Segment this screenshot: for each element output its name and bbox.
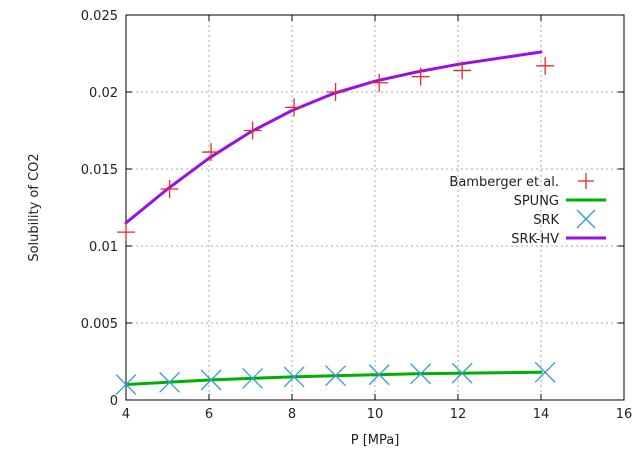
x-tick-label: 6 xyxy=(205,407,213,422)
series-line-spung xyxy=(124,370,543,387)
y-tick-label: 0 xyxy=(110,394,118,409)
legend-label: Bamberger et al. xyxy=(449,175,559,190)
series-srk-hv xyxy=(124,50,543,225)
y-tick-label: 0.005 xyxy=(81,317,118,332)
x-tick-label: 10 xyxy=(367,407,384,422)
x-tick-label: 4 xyxy=(122,407,130,422)
data-point-srk xyxy=(451,362,473,384)
legend-label: SPUNG xyxy=(514,194,559,209)
data-point-srk xyxy=(368,364,390,386)
legend-entry-srk: SRK xyxy=(533,209,596,229)
y-tick-label: 0.02 xyxy=(89,86,118,101)
data-point-bamberger-et-al xyxy=(326,83,345,101)
series-bamberger-et-al xyxy=(117,56,555,242)
legend: Bamberger et al. SPUNG SRK SRK-HV xyxy=(449,173,606,247)
data-point-bamberger-et-al xyxy=(411,67,430,86)
grid xyxy=(126,15,624,400)
data-point-srk xyxy=(242,367,264,389)
y-tick-label: 0.015 xyxy=(81,163,118,178)
data-point-srk xyxy=(159,371,181,393)
series-line-srk-hv xyxy=(124,50,543,225)
data-point-bamberger-et-al xyxy=(243,121,262,140)
axis-ticks: 4 6 8 10 12 14 16 0 0.005 0.01 0.015 0.02 0.025 xyxy=(81,9,632,422)
y-tick-label: 0.025 xyxy=(81,9,118,24)
legend-entry-spung: SPUNG xyxy=(514,194,606,209)
data-point-bamberger-et-al xyxy=(160,180,179,199)
legend-entry-bamberger-et-al: Bamberger et al. xyxy=(449,173,594,190)
data-point-bamberger-et-al xyxy=(285,98,304,117)
series-spung xyxy=(124,370,543,387)
data-point-srk xyxy=(115,374,137,396)
series xyxy=(115,50,556,396)
x-tick-label: 12 xyxy=(450,407,467,422)
data-point-srk xyxy=(200,369,222,391)
x-tick-label: 16 xyxy=(616,407,633,422)
data-point-srk xyxy=(283,366,305,388)
legend-label: SRK xyxy=(533,213,559,228)
y-tick-label: 0.01 xyxy=(89,240,118,255)
data-point-bamberger-et-al xyxy=(202,143,221,162)
data-point-bamberger-et-al xyxy=(117,223,135,242)
legend-label: SRK-HV xyxy=(511,232,559,247)
y-axis-label: Solubility of CO2 xyxy=(27,153,42,261)
data-point-srk xyxy=(325,365,347,387)
data-point-srk xyxy=(534,361,556,383)
legend-swatch xyxy=(578,173,594,189)
data-point-srk xyxy=(410,363,432,385)
data-point-bamberger-et-al xyxy=(453,61,472,80)
series-srk xyxy=(115,361,556,396)
data-point-bamberger-et-al xyxy=(536,56,555,75)
data-point-bamberger-et-al xyxy=(370,73,389,92)
legend-swatch xyxy=(576,209,596,229)
x-axis-label: P [MPa] xyxy=(351,433,400,448)
x-tick-label: 8 xyxy=(288,407,296,422)
x-tick-label: 14 xyxy=(533,407,550,422)
legend-entry-srk-hv: SRK-HV xyxy=(511,232,606,247)
